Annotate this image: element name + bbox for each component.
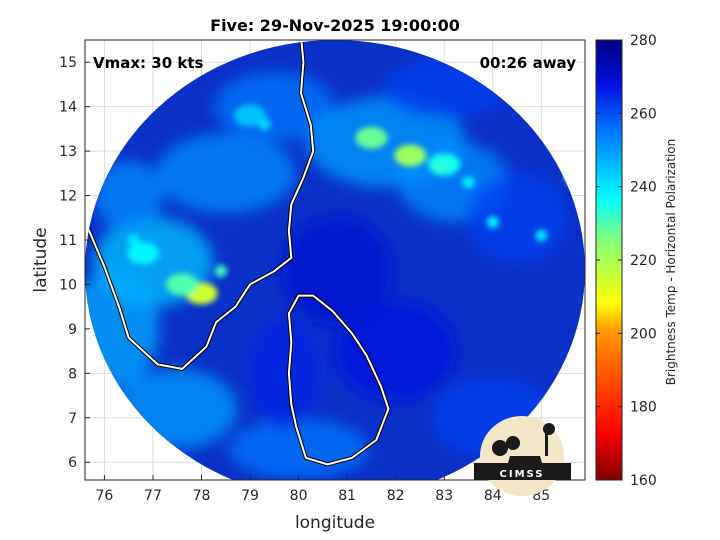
y-tick-label: 11	[59, 233, 77, 249]
y-tick-label: 6	[68, 455, 77, 471]
y-tick-label: 13	[59, 144, 77, 160]
satellite-image	[85, 40, 585, 480]
colorbar-tick-label: 240	[630, 180, 657, 196]
y-tick-label: 7	[68, 411, 77, 427]
y-ticks: 6 7 8 9 10 11 12 13 14 15	[59, 55, 90, 471]
colorbar-tick-label: 280	[630, 33, 657, 49]
colorbar-tick-label: 160	[630, 473, 657, 489]
axes-frame	[84, 39, 586, 481]
colorbar-ticks: 160 180 200 220 240 260 280	[596, 33, 657, 489]
cold-cloud-cell	[166, 273, 199, 296]
y-tick-label: 8	[68, 366, 77, 382]
x-tick-label: 84	[484, 488, 502, 504]
svg-text:CIMSS: CIMSS	[500, 469, 545, 480]
colorbar-label: Brightness Temp - Horizontal Polarizatio…	[664, 139, 678, 386]
y-tick-label: 12	[59, 189, 77, 205]
cold-cloud-cell	[127, 242, 160, 265]
x-tick-label: 77	[144, 488, 162, 504]
x-tick-label: 80	[290, 488, 308, 504]
colorbar-tick-label: 260	[630, 106, 657, 122]
x-tick-label: 76	[96, 488, 114, 504]
colorbar-tick-label: 180	[630, 400, 657, 416]
x-tick-label: 83	[435, 488, 453, 504]
y-tick-label: 10	[59, 277, 77, 293]
cold-cloud-cell	[355, 126, 388, 149]
x-axis-label: longitude	[295, 513, 375, 533]
cold-cloud-cell	[234, 104, 267, 127]
colorbar-tick-label: 200	[630, 326, 657, 342]
y-tick-label: 14	[59, 100, 77, 116]
x-tick-label: 81	[338, 488, 356, 504]
cimss-logo: CIMSS	[474, 416, 571, 496]
colorbar-tick-label: 220	[630, 253, 657, 269]
y-axis-label: latitude	[31, 227, 51, 292]
x-tick-label: 78	[193, 488, 211, 504]
x-tick-label: 79	[241, 488, 259, 504]
away-annotation: 00:26 away	[480, 54, 577, 72]
y-tick-label: 15	[59, 55, 77, 71]
cold-cloud-cell	[394, 144, 427, 167]
chart-title: Five: 29-Nov-2025 19:00:00	[210, 16, 460, 35]
coastline	[85, 40, 391, 467]
vmax-annotation: Vmax: 30 kts	[93, 54, 203, 72]
y-tick-label: 9	[68, 322, 77, 338]
x-tick-label: 82	[387, 488, 405, 504]
